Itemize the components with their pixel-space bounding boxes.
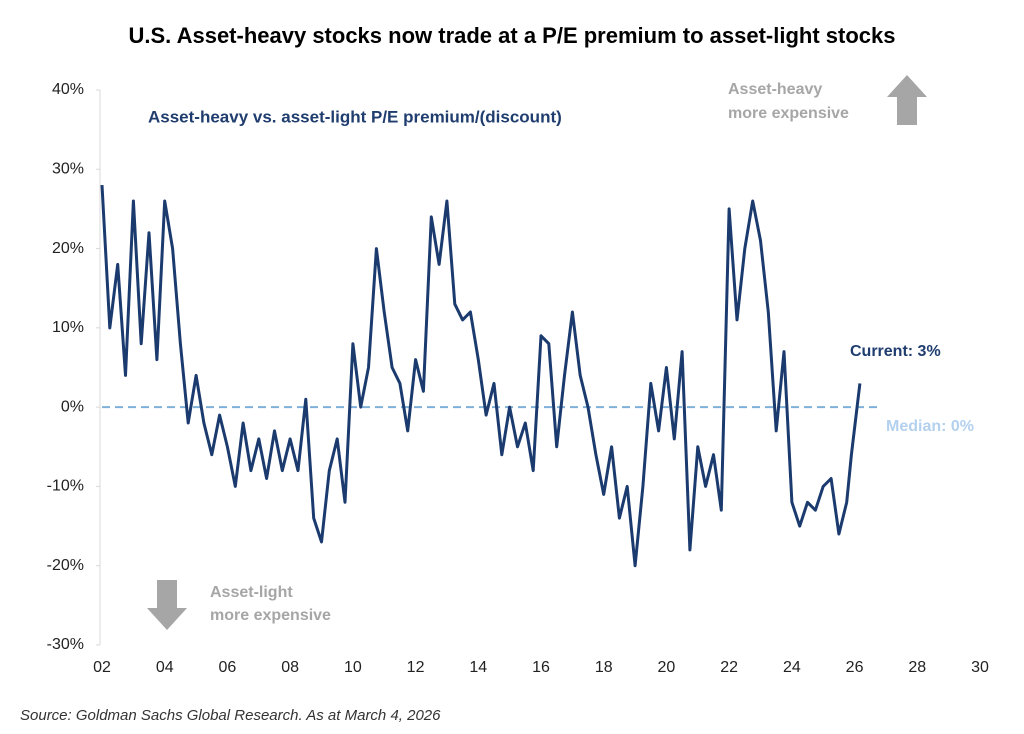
x-tick-label: 24 — [783, 659, 801, 676]
x-tick-label: 12 — [407, 659, 425, 676]
y-tick-label: 0% — [61, 398, 84, 415]
x-tick-label: 10 — [344, 659, 362, 676]
chart-title: U.S. Asset-heavy stocks now trade at a P… — [129, 23, 896, 48]
x-tick-label: 20 — [658, 659, 676, 676]
x-tick-label: 06 — [219, 659, 237, 676]
source: Source: Goldman Sachs Global Research. A… — [20, 707, 441, 724]
down-label: more expensive — [210, 607, 331, 624]
series-line — [100, 185, 862, 568]
x-tick-label: 18 — [595, 659, 613, 676]
x-tick-label: 16 — [532, 659, 550, 676]
y-tick-label: -10% — [47, 478, 84, 495]
y-tick-label: -30% — [47, 636, 84, 653]
x-tick-label: 14 — [469, 659, 487, 676]
down-label: Asset-light — [210, 584, 293, 601]
current-label: Current: 3% — [850, 343, 941, 360]
y-tick-label: 10% — [52, 319, 84, 336]
up-label: Asset-heavy — [728, 81, 822, 98]
y-tick-label: -20% — [47, 557, 84, 574]
up-label: more expensive — [728, 105, 849, 122]
y-tick-label: 30% — [52, 161, 84, 178]
x-tick-label: 08 — [281, 659, 299, 676]
x-tick-label: 22 — [720, 659, 738, 676]
x-tick-label: 04 — [156, 659, 174, 676]
series-label: Asset-heavy vs. asset-light P/E premium/… — [148, 107, 562, 126]
y-tick-label: 20% — [52, 240, 84, 257]
x-tick-label: 30 — [971, 659, 989, 676]
median-label: Median: 0% — [886, 418, 974, 435]
y-tick-label: 40% — [52, 81, 84, 98]
x-tick-label: 28 — [908, 659, 926, 676]
x-tick-label: 26 — [846, 659, 864, 676]
up-arrow — [887, 75, 927, 125]
x-tick-label: 02 — [93, 659, 111, 676]
down-arrow — [147, 580, 187, 630]
